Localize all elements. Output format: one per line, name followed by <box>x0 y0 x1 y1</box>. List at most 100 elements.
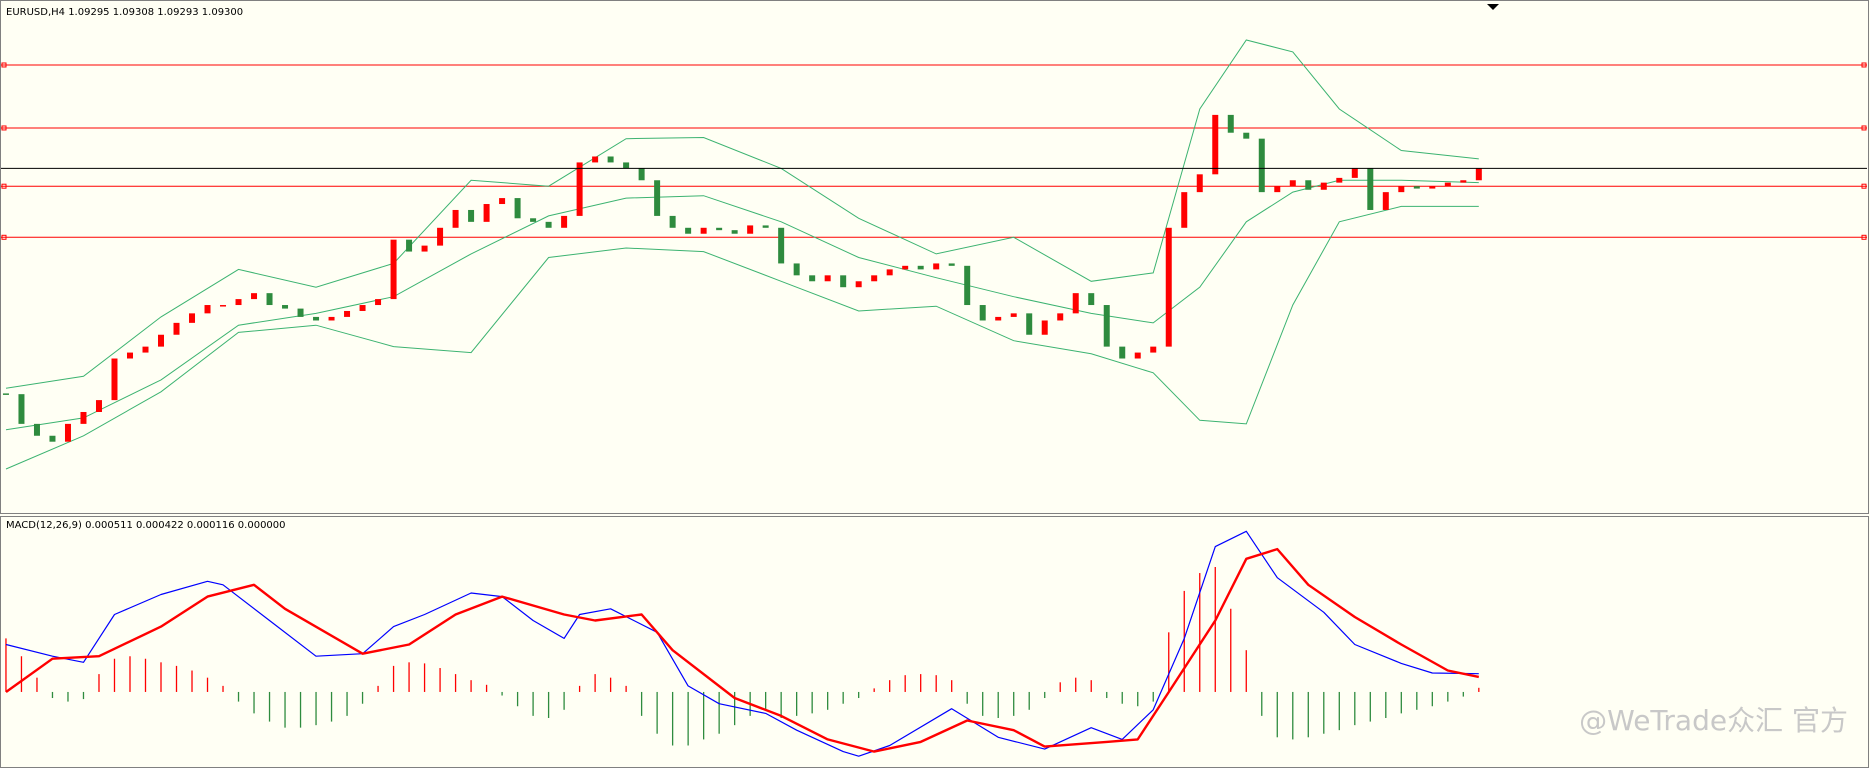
candle <box>1289 180 1296 187</box>
candle <box>1088 293 1095 306</box>
candle <box>576 162 583 216</box>
candle <box>390 239 397 300</box>
candle <box>375 299 382 306</box>
price-panel-title: EURUSD,H4 1.09295 1.09308 1.09293 1.0930… <box>6 7 243 18</box>
candle <box>1258 138 1265 193</box>
candle <box>468 209 475 222</box>
candle <box>964 265 971 306</box>
candle <box>1305 180 1312 190</box>
candle <box>1460 180 1467 183</box>
candle <box>452 209 459 228</box>
candle <box>948 263 955 266</box>
candle <box>1382 192 1389 210</box>
candle <box>638 168 645 181</box>
candle <box>282 305 289 309</box>
candle <box>1103 305 1110 347</box>
candle <box>623 162 630 169</box>
candle <box>979 305 986 321</box>
candle <box>1041 320 1048 335</box>
level-handle <box>1 183 7 189</box>
candle <box>111 358 118 401</box>
candle <box>1320 182 1327 190</box>
level-handle <box>1 234 7 240</box>
candle <box>824 275 831 282</box>
level-handle <box>1 125 7 131</box>
candle <box>1181 192 1188 228</box>
candle <box>1243 132 1250 139</box>
candle <box>1444 182 1451 187</box>
candle <box>251 293 258 300</box>
candle <box>1429 186 1436 189</box>
candle <box>654 180 661 216</box>
candle <box>1026 313 1033 335</box>
candle <box>499 198 506 205</box>
macd-panel-title: MACD(12,26,9) 0.000511 0.000422 0.000116… <box>6 520 286 531</box>
bollinger-lower <box>5 205 1479 470</box>
candle <box>840 275 847 288</box>
candle <box>1274 186 1281 193</box>
candle <box>685 227 692 234</box>
candle <box>297 308 304 317</box>
candle <box>266 293 273 306</box>
candle <box>437 227 444 246</box>
candle <box>514 198 521 219</box>
candle <box>1196 174 1203 193</box>
candle <box>33 423 40 436</box>
candle <box>561 215 568 228</box>
macd-signal-line <box>5 547 1480 753</box>
candle <box>64 423 71 442</box>
candle <box>530 218 537 222</box>
level-handle <box>1861 62 1867 68</box>
watermark: @WeTrade众汇 官方 <box>1579 704 1848 737</box>
candle <box>80 411 87 424</box>
candle <box>1475 168 1482 181</box>
candle <box>592 156 599 163</box>
candle <box>328 316 335 321</box>
candle <box>1010 313 1017 317</box>
candle <box>18 394 25 424</box>
candle <box>793 263 800 276</box>
candle <box>778 227 785 264</box>
candle <box>1119 346 1126 359</box>
candle <box>173 322 180 335</box>
candle <box>1150 346 1157 353</box>
shift-marker <box>1487 4 1499 10</box>
candle <box>902 265 909 270</box>
candle <box>235 299 242 306</box>
macd-main-line <box>5 530 1479 757</box>
candle <box>716 227 723 231</box>
candle <box>1072 293 1079 314</box>
candle <box>1227 114 1234 133</box>
candle <box>142 346 149 353</box>
candle <box>189 313 196 323</box>
candle <box>762 225 769 228</box>
candle <box>421 245 428 252</box>
candle <box>855 281 862 288</box>
candle <box>1351 168 1358 178</box>
bollinger-middle <box>5 179 1479 431</box>
candle <box>204 305 211 314</box>
candle <box>1336 177 1343 183</box>
candle <box>95 400 102 412</box>
candle <box>1165 227 1172 347</box>
candle <box>126 352 133 359</box>
candle <box>359 305 366 311</box>
candle <box>220 305 227 307</box>
candle <box>700 227 707 234</box>
level-handle <box>1 62 7 68</box>
candle <box>1367 168 1374 210</box>
level-handle <box>1861 183 1867 189</box>
candle <box>1398 186 1405 193</box>
price-panel <box>0 0 1869 514</box>
candle <box>933 263 940 270</box>
candle <box>747 225 754 234</box>
candle <box>669 215 676 228</box>
level-handle <box>1861 125 1867 131</box>
level-handle <box>1861 234 1867 240</box>
candle <box>483 204 490 222</box>
candle <box>344 310 351 317</box>
candle <box>313 316 320 321</box>
